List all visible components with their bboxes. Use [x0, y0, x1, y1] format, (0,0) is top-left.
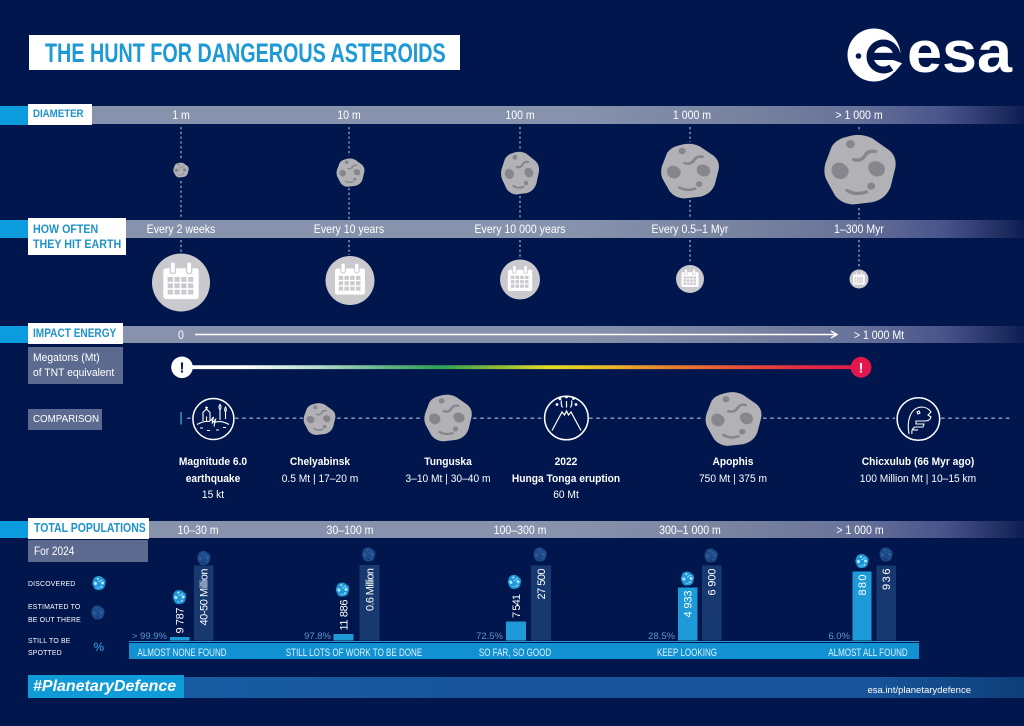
svg-text:27 500: 27 500 — [536, 569, 548, 600]
svg-text:4 933: 4 933 — [683, 591, 695, 618]
svg-text:880: 880 — [857, 575, 869, 596]
svg-text:0.6 Million: 0.6 Million — [365, 568, 377, 611]
svg-text:9 787: 9 787 — [175, 608, 187, 634]
svg-text:esa: esa — [907, 20, 1013, 85]
svg-text:!: ! — [180, 360, 185, 377]
svg-text:11 886: 11 886 — [339, 600, 351, 631]
svg-text:6 900: 6 900 — [707, 569, 719, 596]
svg-text:936: 936 — [881, 569, 893, 591]
svg-text:40-50 Million: 40-50 Million — [199, 569, 211, 626]
svg-text:!: ! — [859, 359, 864, 375]
svg-text:7 541: 7 541 — [511, 594, 523, 618]
